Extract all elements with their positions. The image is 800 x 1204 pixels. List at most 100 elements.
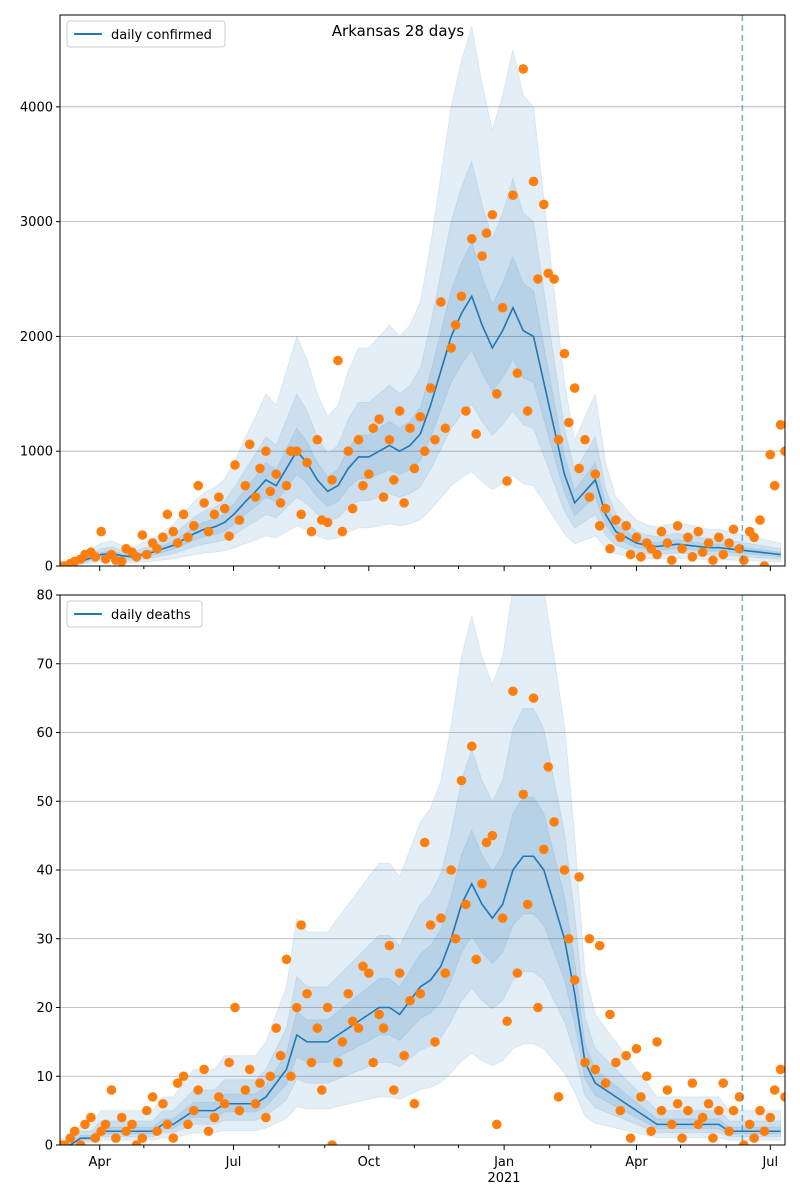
observed-point	[625, 1133, 636, 1143]
observed-point	[234, 515, 245, 525]
y-tick-label: 40	[36, 864, 53, 879]
observed-point	[322, 1002, 333, 1013]
x-year-label: 2021	[487, 1171, 520, 1186]
observed-point	[302, 457, 312, 468]
uncertainty-band	[60, 26, 782, 566]
axes-frame	[59, 14, 786, 567]
observed-point	[240, 1085, 251, 1095]
observed-point	[611, 1057, 621, 1068]
observed-point	[765, 1112, 776, 1123]
observed-point	[384, 434, 395, 445]
observed-point	[399, 1050, 409, 1061]
observed-point	[518, 64, 529, 74]
observed-point	[755, 1105, 765, 1116]
observed-point	[508, 190, 518, 201]
observed-point	[271, 1023, 281, 1033]
observed-point	[471, 429, 481, 439]
observed-point	[553, 434, 564, 445]
observed-point	[244, 1064, 255, 1075]
observed-point	[625, 549, 636, 560]
observed-point	[759, 1126, 770, 1137]
observed-point	[172, 1078, 183, 1088]
observed-point	[364, 968, 374, 978]
x-tick-label: Oct	[358, 1155, 380, 1170]
observed-point	[703, 538, 714, 548]
y-tick-label: 20	[36, 1001, 53, 1016]
observed-point	[656, 1105, 667, 1116]
observed-point	[405, 423, 415, 434]
observed-point	[512, 968, 523, 978]
observed-point	[415, 988, 426, 999]
observed-point	[481, 228, 492, 238]
observed-point	[250, 1098, 261, 1109]
observed-point	[502, 1016, 512, 1027]
observed-point	[209, 1112, 220, 1123]
observed-point	[316, 1085, 327, 1095]
observed-point	[724, 538, 734, 548]
median-line	[60, 855, 781, 1145]
observed-point	[65, 1133, 76, 1143]
observed-point	[724, 1126, 734, 1137]
y-tick-label: 80	[36, 589, 53, 604]
observed-point	[502, 476, 512, 486]
observed-point	[96, 1126, 106, 1137]
observed-point	[337, 526, 348, 537]
observed-point	[116, 1112, 127, 1123]
observed-point	[780, 446, 785, 457]
observed-point	[291, 446, 302, 457]
y-tick-label: 30	[36, 932, 53, 947]
observed-point	[230, 460, 240, 470]
observed-point	[446, 865, 456, 875]
observed-point	[271, 469, 281, 479]
observed-point	[219, 503, 230, 514]
y-tick-label: 1000	[20, 445, 53, 460]
observed-point	[296, 509, 306, 520]
observed-point	[564, 417, 574, 428]
observed-point	[466, 741, 477, 752]
axes-frame	[59, 594, 786, 1146]
observed-point	[590, 469, 601, 479]
observed-point	[425, 383, 436, 393]
observed-point	[374, 414, 384, 424]
observed-point	[471, 954, 481, 965]
observed-point	[594, 940, 605, 951]
deaths-axes: 0 10 20 30 40 50 60 70 80 Apr Jul Oct Jan Apr Jul	[36, 589, 786, 1170]
observed-point	[553, 1092, 564, 1102]
observed-point	[481, 837, 492, 848]
observed-point	[327, 1140, 337, 1145]
observed-point	[158, 1098, 168, 1109]
observed-point	[672, 1098, 683, 1109]
observed-point	[508, 686, 518, 697]
observed-point	[769, 480, 780, 491]
plot-area	[60, 26, 785, 566]
observed-point	[574, 463, 584, 474]
observed-point	[389, 1085, 399, 1095]
observed-point	[389, 475, 399, 485]
observed-point	[677, 543, 687, 554]
observed-point	[244, 439, 255, 450]
observed-point	[224, 531, 234, 541]
observed-point	[261, 446, 271, 457]
observed-point	[394, 968, 405, 978]
observed-point	[487, 830, 498, 841]
observed-point	[430, 1037, 440, 1047]
observed-point	[214, 492, 224, 502]
y-tick-label: 70	[36, 657, 53, 672]
observed-point	[193, 480, 204, 491]
observed-point	[611, 515, 621, 525]
observed-point	[440, 968, 451, 978]
observed-point	[450, 320, 461, 330]
legend-label-confirmed: daily confirmed	[111, 28, 212, 43]
observed-point	[436, 913, 446, 923]
y-tick-label: 3000	[20, 215, 53, 230]
observed-point	[755, 515, 765, 525]
observed-point	[189, 1105, 199, 1116]
observed-point	[590, 1064, 601, 1075]
observed-point	[415, 411, 426, 422]
observed-point	[209, 509, 220, 520]
observed-point	[708, 1133, 718, 1143]
observed-point	[183, 532, 193, 543]
observed-point	[203, 1126, 214, 1137]
observed-point	[189, 521, 199, 531]
observed-point	[574, 872, 584, 882]
